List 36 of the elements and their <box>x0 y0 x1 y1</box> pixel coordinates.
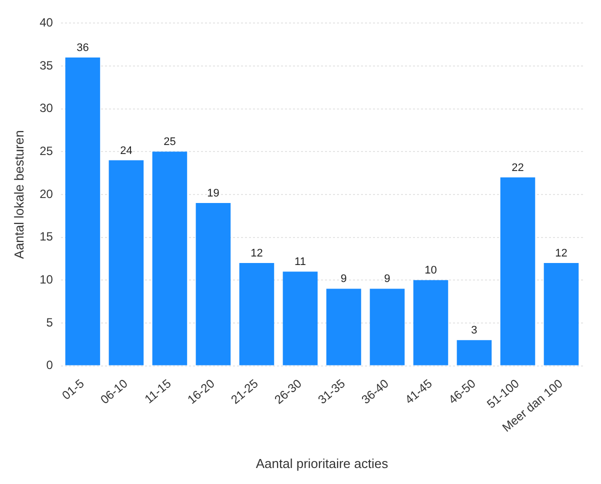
y-tick-label: 35 <box>40 58 54 72</box>
bar <box>196 203 231 366</box>
data-label: 10 <box>424 264 437 277</box>
data-label: 25 <box>164 136 176 148</box>
data-label: 12 <box>250 248 263 260</box>
data-label: 19 <box>207 188 220 200</box>
data-label: 12 <box>555 248 568 260</box>
data-label: 3 <box>471 324 478 337</box>
bar <box>500 177 536 366</box>
y-tick-label: 20 <box>40 186 54 201</box>
y-tick-label: 25 <box>40 144 54 158</box>
bar <box>239 263 274 366</box>
data-label: 9 <box>340 273 347 286</box>
data-label: 24 <box>120 144 132 157</box>
bar <box>326 288 362 366</box>
bar <box>456 340 492 366</box>
bar <box>370 288 405 366</box>
y-tick-label: 5 <box>46 315 54 330</box>
bar <box>152 152 188 366</box>
data-label: 9 <box>384 273 390 286</box>
data-label: 36 <box>76 42 89 54</box>
y-tick-label: 15 <box>40 230 54 244</box>
y-axis-title: Aantal lokale besturen <box>11 130 26 259</box>
y-tick-label: 0 <box>46 358 54 372</box>
bar <box>108 160 144 366</box>
y-tick-label: 30 <box>40 101 54 116</box>
bar <box>544 263 579 366</box>
data-label: 22 <box>512 162 524 174</box>
x-tick-label: 01-5 <box>59 376 87 403</box>
y-tick-label: 40 <box>40 16 54 30</box>
bar <box>282 272 318 366</box>
data-label: 11 <box>294 256 306 268</box>
bar <box>65 57 100 366</box>
y-tick-label: 10 <box>40 272 54 286</box>
bar <box>413 280 448 366</box>
x-axis-title: Aantal prioritaire acties <box>256 456 389 471</box>
